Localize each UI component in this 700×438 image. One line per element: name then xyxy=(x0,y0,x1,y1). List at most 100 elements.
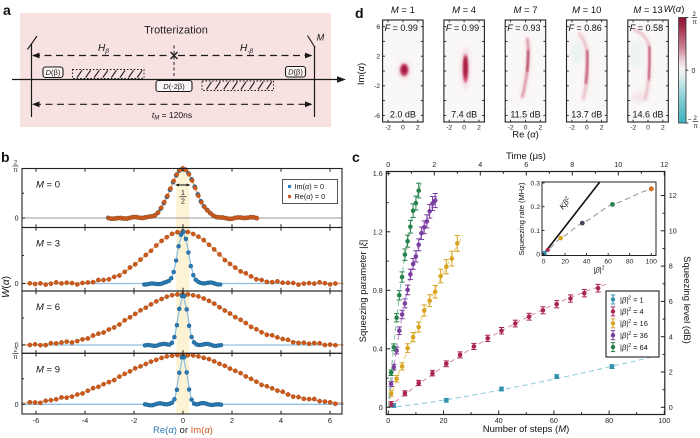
svg-text:-2: -2 xyxy=(446,125,452,132)
svg-text:2: 2 xyxy=(14,348,18,354)
svg-text:2: 2 xyxy=(694,116,698,122)
svg-text:-2: -2 xyxy=(131,416,138,425)
svg-text:2: 2 xyxy=(477,125,481,132)
svg-text:-2: -2 xyxy=(569,125,575,132)
svg-text:0.8: 0.8 xyxy=(373,286,383,295)
svg-text:W(α): W(α) xyxy=(664,4,685,15)
svg-text:2: 2 xyxy=(693,12,697,18)
svg-text:4: 4 xyxy=(478,160,482,169)
svg-text:F = 0.93: F = 0.93 xyxy=(507,23,540,33)
svg-text:Hβ: Hβ xyxy=(98,43,109,55)
svg-text:6: 6 xyxy=(669,297,673,306)
svg-text:-2: -2 xyxy=(630,125,636,132)
svg-text:0: 0 xyxy=(462,125,466,132)
svg-text:M = 9: M = 9 xyxy=(36,364,60,375)
svg-text:12: 12 xyxy=(669,191,677,200)
svg-text:0.4: 0.4 xyxy=(373,344,383,353)
svg-text:-6: -6 xyxy=(374,113,380,120)
svg-text:a: a xyxy=(3,2,11,18)
svg-text:Re (α): Re (α) xyxy=(512,130,539,141)
svg-text:b: b xyxy=(1,149,10,165)
svg-text:π: π xyxy=(694,123,699,130)
svg-text:1.6: 1.6 xyxy=(373,169,383,178)
svg-text:π: π xyxy=(693,19,698,26)
svg-text:2.0 dB: 2.0 dB xyxy=(390,110,416,120)
svg-text:80: 80 xyxy=(626,259,634,266)
svg-text:M = 10: M = 10 xyxy=(572,5,601,16)
svg-text:0: 0 xyxy=(401,125,405,132)
svg-text:0: 0 xyxy=(379,403,383,412)
svg-text:0: 0 xyxy=(15,402,19,409)
svg-text:M = 4: M = 4 xyxy=(452,5,476,16)
svg-text:8: 8 xyxy=(669,262,673,271)
svg-text:1: 1 xyxy=(181,190,185,197)
svg-text:0: 0 xyxy=(15,216,19,223)
svg-text:F = 0.86: F = 0.86 xyxy=(569,23,602,33)
svg-text:6: 6 xyxy=(328,416,332,425)
svg-text:Trotterization: Trotterization xyxy=(144,25,208,37)
svg-text:M = 13: M = 13 xyxy=(633,5,662,16)
svg-text:-4: -4 xyxy=(82,416,89,425)
svg-text:M = 0: M = 0 xyxy=(36,180,60,191)
svg-text:Re(α) = 0: Re(α) = 0 xyxy=(295,192,326,201)
svg-text:Im(α): Im(α) xyxy=(356,63,367,85)
svg-text:-2: -2 xyxy=(508,125,514,132)
svg-text:4: 4 xyxy=(669,332,673,341)
svg-text:F = 0.58: F = 0.58 xyxy=(630,23,663,33)
svg-text:20: 20 xyxy=(440,416,448,425)
svg-text:Squeezing rate (MHz): Squeezing rate (MHz) xyxy=(517,182,526,255)
svg-text:tM = 120ns: tM = 120ns xyxy=(152,110,192,122)
svg-text:Re(α) or Im(α): Re(α) or Im(α) xyxy=(153,425,213,436)
svg-text:c: c xyxy=(352,149,360,165)
svg-text:−: − xyxy=(688,117,692,124)
svg-text:0: 0 xyxy=(386,416,390,425)
svg-text:11.5 dB: 11.5 dB xyxy=(510,110,540,120)
svg-text:2: 2 xyxy=(14,161,18,167)
svg-text:|β|2 = 64: |β|2 = 64 xyxy=(620,343,648,352)
svg-text:0.3: 0.3 xyxy=(531,180,541,187)
svg-text:Squeezing parameter |ξ|: Squeezing parameter |ξ| xyxy=(358,240,369,343)
svg-text:|β|2: |β|2 xyxy=(594,266,605,275)
svg-text:F = 0.99: F = 0.99 xyxy=(446,23,479,33)
svg-text:π: π xyxy=(13,167,18,174)
svg-text:2: 2 xyxy=(376,54,380,61)
svg-text:0: 0 xyxy=(15,281,19,288)
svg-text:0: 0 xyxy=(542,259,546,266)
svg-text:60: 60 xyxy=(604,259,612,266)
svg-text:6: 6 xyxy=(376,24,380,31)
svg-text:π: π xyxy=(13,354,18,361)
svg-text:0: 0 xyxy=(646,125,650,132)
svg-text:100: 100 xyxy=(658,416,670,425)
svg-text:|β|2 = 36: |β|2 = 36 xyxy=(620,331,648,340)
svg-text:D(β): D(β) xyxy=(46,68,61,77)
svg-text:2: 2 xyxy=(661,125,665,132)
svg-text:M = 3: M = 3 xyxy=(36,239,60,250)
svg-text:M = 7: M = 7 xyxy=(513,5,537,16)
svg-text:W(α): W(α) xyxy=(1,276,12,298)
svg-text:-6: -6 xyxy=(33,416,40,425)
svg-text:14.6 dB: 14.6 dB xyxy=(632,110,663,120)
svg-text:0: 0 xyxy=(386,160,390,169)
svg-text:80: 80 xyxy=(605,416,613,425)
svg-text:6: 6 xyxy=(524,160,528,169)
svg-text:40: 40 xyxy=(583,259,591,266)
svg-text:2: 2 xyxy=(432,160,436,169)
svg-text:|β|2 = 4: |β|2 = 4 xyxy=(620,307,644,316)
svg-text:D(-2β): D(-2β) xyxy=(163,82,185,91)
svg-text:F = 0.99: F = 0.99 xyxy=(385,23,418,33)
svg-text:2: 2 xyxy=(600,125,604,132)
svg-text:0: 0 xyxy=(15,343,19,350)
svg-text:-2: -2 xyxy=(374,83,380,90)
svg-text:0: 0 xyxy=(536,252,540,259)
svg-text:20: 20 xyxy=(561,259,569,266)
svg-text:Im(α) = 0: Im(α) = 0 xyxy=(295,182,325,191)
svg-text:8: 8 xyxy=(570,160,574,169)
svg-text:2: 2 xyxy=(539,125,543,132)
svg-text:7.4 dB: 7.4 dB xyxy=(451,110,477,120)
svg-text:M = 1: M = 1 xyxy=(391,5,415,16)
svg-text:0: 0 xyxy=(692,68,696,75)
svg-text:1.2: 1.2 xyxy=(373,227,383,236)
svg-text:D(β): D(β) xyxy=(288,68,303,77)
svg-text:0.2: 0.2 xyxy=(531,204,541,211)
svg-text:0.1: 0.1 xyxy=(531,228,541,235)
